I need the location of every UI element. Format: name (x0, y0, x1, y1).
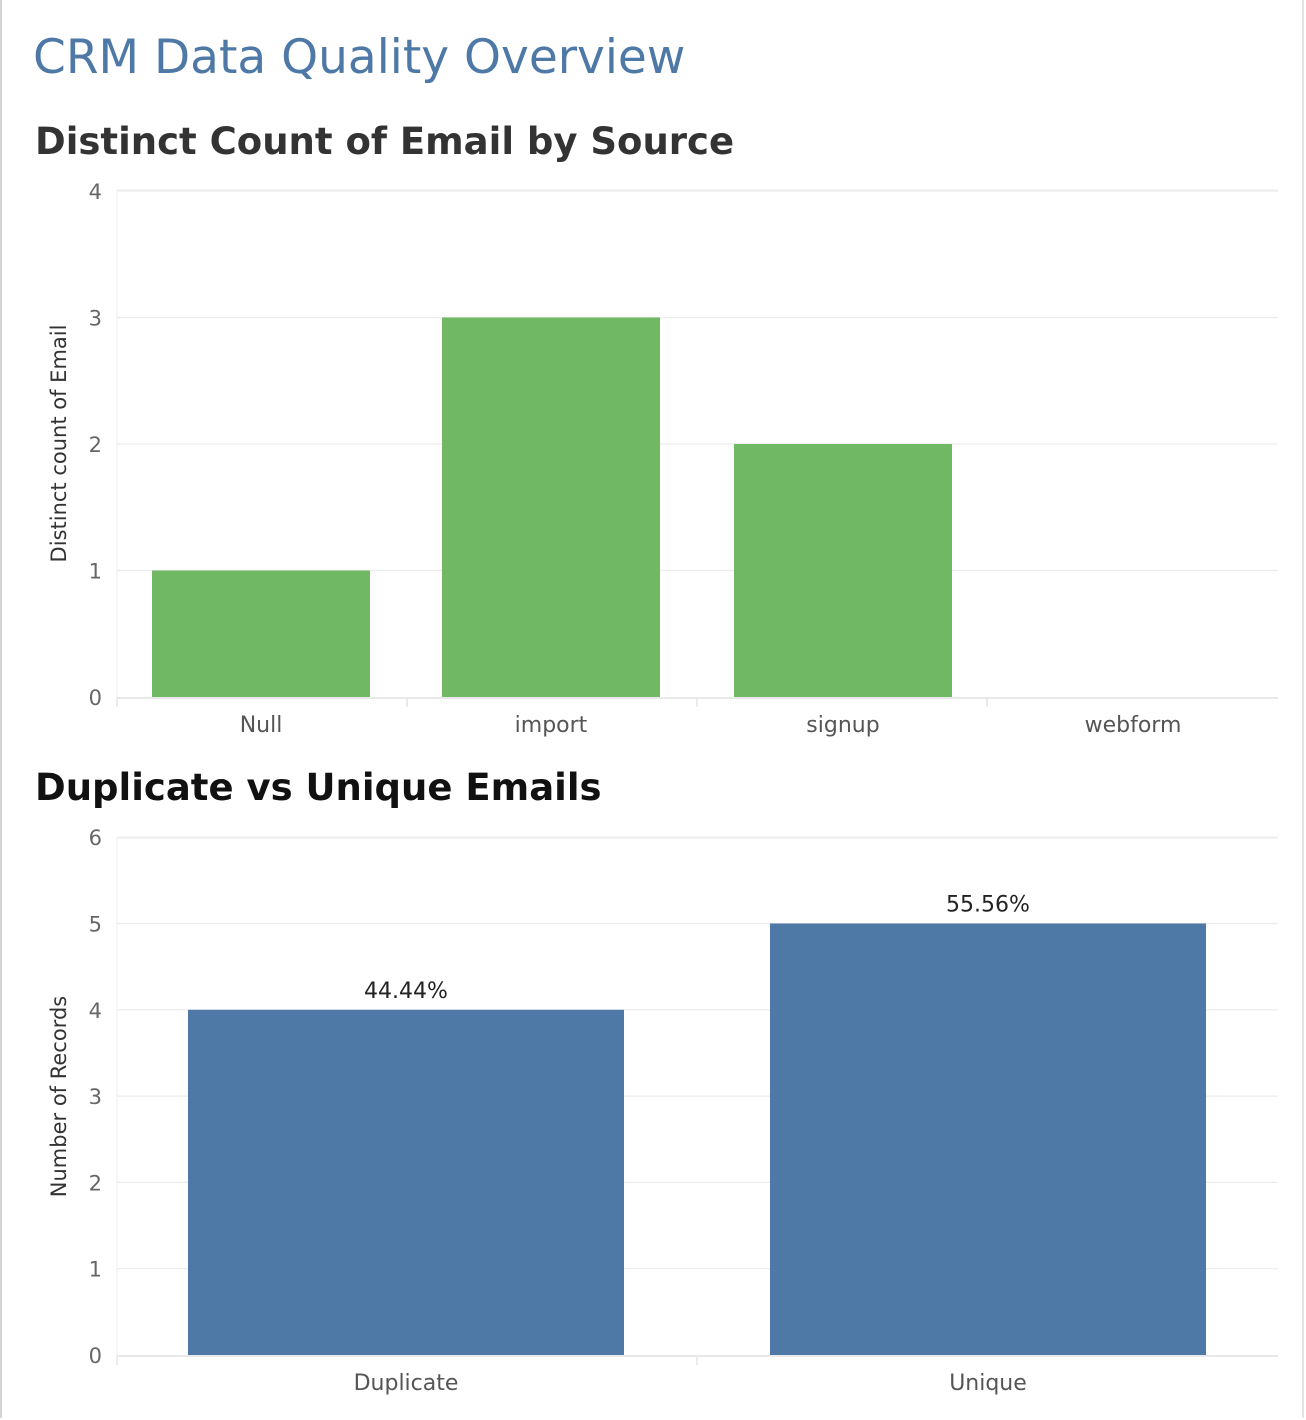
dashboard-title: CRM Data Quality Overview (33, 30, 686, 85)
y-axis-title: Number of Records (47, 996, 71, 1197)
y-tick-label: 1 (89, 1258, 102, 1282)
bar-null (152, 570, 370, 697)
bar-duplicate (188, 1009, 624, 1355)
x-category-label: webform (1085, 713, 1182, 738)
y-tick-label: 0 (89, 1344, 102, 1368)
data-label: 55.56% (946, 893, 1030, 918)
y-tick-label: 4 (89, 999, 102, 1023)
x-category-label: Null (240, 713, 283, 738)
chart1-title: Distinct Count of Email by Source (35, 120, 735, 163)
x-category-label: import (515, 713, 588, 738)
bar-import (442, 317, 660, 697)
y-tick-label: 1 (89, 560, 102, 584)
chart2-title: Duplicate vs Unique Emails (35, 766, 602, 809)
y-tick-label: 2 (89, 1171, 102, 1195)
y-tick-label: 4 (89, 180, 102, 204)
y-tick-label: 5 (89, 913, 102, 937)
x-category-label: Unique (949, 1371, 1027, 1396)
y-tick-label: 3 (89, 1085, 102, 1109)
y-tick-label: 6 (89, 826, 102, 850)
x-category-label: Duplicate (354, 1371, 459, 1396)
x-category-label: signup (806, 713, 879, 738)
y-axis-title: Distinct count of Email (47, 325, 71, 563)
y-tick-label: 2 (89, 433, 102, 457)
bar-unique (770, 923, 1206, 1355)
bar-signup (734, 444, 952, 697)
y-tick-label: 3 (89, 307, 102, 331)
y-tick-label: 0 (89, 686, 102, 710)
data-label: 44.44% (364, 979, 448, 1004)
